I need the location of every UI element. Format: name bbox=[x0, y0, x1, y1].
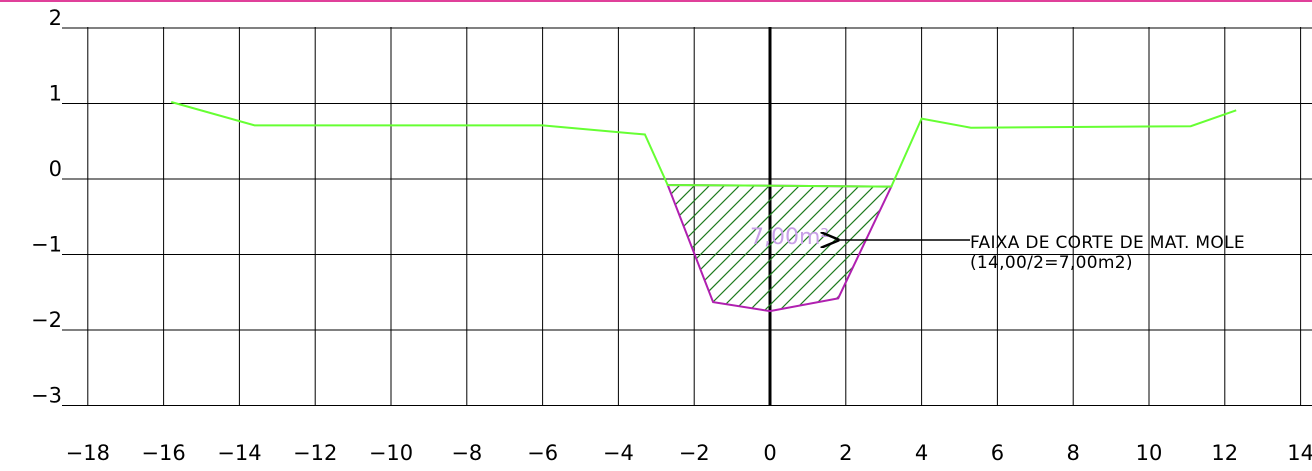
terrain-profile-line bbox=[170, 101, 1237, 188]
hatch-line bbox=[667, 185, 741, 312]
y-tick-label: 0 bbox=[49, 157, 62, 181]
annotation-subtitle: (14,00/2=7,00m2) bbox=[970, 253, 1133, 273]
hatch-line bbox=[667, 185, 786, 312]
hatch-line bbox=[667, 185, 771, 312]
horizontal-grid-lines bbox=[62, 27, 1312, 406]
x-tick-label: −12 bbox=[293, 441, 337, 465]
y-tick-label: −2 bbox=[31, 308, 62, 332]
x-tick-label: 12 bbox=[1211, 441, 1238, 465]
y-tick-label: −1 bbox=[31, 233, 62, 257]
hatch-line bbox=[694, 185, 846, 312]
x-tick-label: −16 bbox=[141, 441, 185, 465]
hatch-line bbox=[500, 170, 650, 320]
hatch-line bbox=[667, 185, 696, 312]
x-tick-label: −2 bbox=[679, 441, 710, 465]
hatch-line bbox=[709, 185, 861, 312]
hatch-line bbox=[769, 185, 892, 312]
vertical-grid-lines bbox=[87, 27, 1302, 405]
hatch-line bbox=[667, 185, 681, 312]
hatch-line bbox=[724, 185, 876, 312]
x-tick-label: −6 bbox=[527, 441, 558, 465]
y-tick-label: −3 bbox=[31, 384, 62, 408]
hatch-line bbox=[470, 170, 620, 320]
x-tick-label: 4 bbox=[915, 441, 928, 465]
cut-area-label: 7,00m² bbox=[750, 225, 829, 250]
y-axis-tick-labels: 2 1 0 −1 −2 −3 bbox=[31, 6, 62, 408]
x-axis-tick-labels: −18 −16 −14 −12 −10 −8 −6 −4 −2 0 2 4 6 8 10 12 14 bbox=[66, 441, 1312, 465]
x-tick-label: −4 bbox=[603, 441, 634, 465]
hatch-line bbox=[667, 185, 711, 312]
x-tick-label: −8 bbox=[451, 441, 482, 465]
x-tick-label: 8 bbox=[1067, 441, 1080, 465]
hatch-line bbox=[515, 170, 665, 320]
hatch-line bbox=[440, 170, 590, 320]
x-tick-label: 2 bbox=[839, 441, 852, 465]
hatch-line bbox=[667, 185, 726, 312]
hatch-line bbox=[784, 185, 892, 312]
y-tick-label: 1 bbox=[49, 82, 62, 106]
x-tick-label: −18 bbox=[66, 441, 110, 465]
y-tick-label: 2 bbox=[49, 6, 62, 30]
x-tick-label: 14 bbox=[1287, 441, 1312, 465]
x-tick-label: −10 bbox=[369, 441, 413, 465]
x-tick-label: 0 bbox=[763, 441, 776, 465]
x-tick-label: −14 bbox=[217, 441, 261, 465]
x-tick-label: 10 bbox=[1136, 441, 1163, 465]
hatch-line bbox=[455, 170, 605, 320]
x-tick-label: 6 bbox=[991, 441, 1004, 465]
annotation-title: FAIXA DE CORTE DE MAT. MOLE bbox=[970, 233, 1245, 253]
hatch-line bbox=[485, 170, 635, 320]
hatch-line bbox=[739, 185, 891, 312]
